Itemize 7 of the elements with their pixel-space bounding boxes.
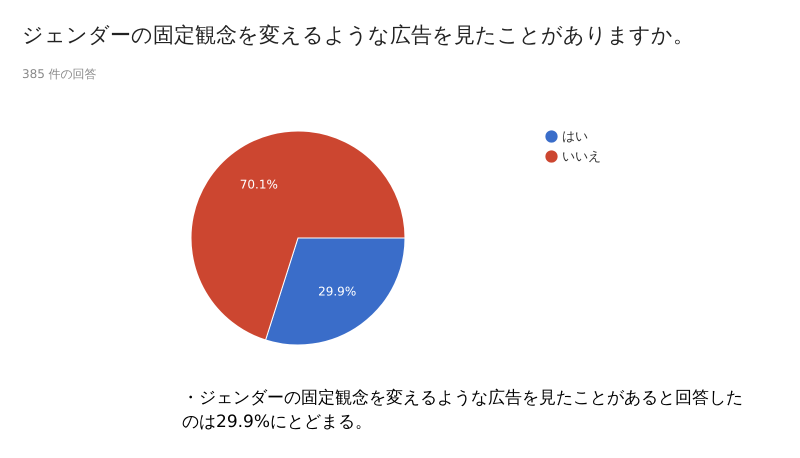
legend-label: はい <box>562 130 588 144</box>
chart-title: ジェンダーの固定観念を変えるような広告を見たことがありますか。 <box>22 23 694 47</box>
text: ・ジェンダーの固定観念を変えるような広告を見たことがあると回答したのは29.9%にとどまる。 <box>182 388 743 432</box>
text: 385 件の回答 <box>22 67 97 81</box>
data-label: 29.9% <box>318 284 356 299</box>
legend-label: いいえ <box>562 150 601 164</box>
data-label: 70.1% <box>240 177 278 192</box>
